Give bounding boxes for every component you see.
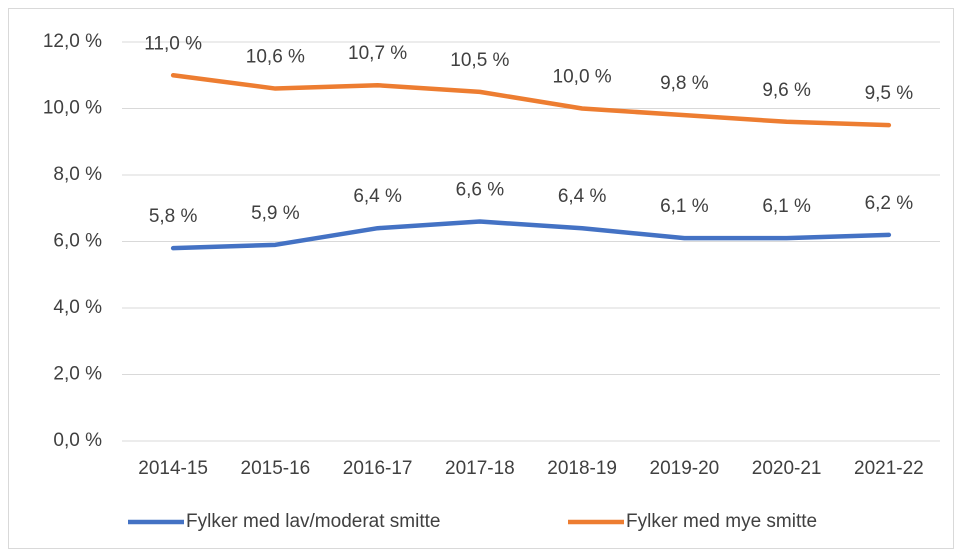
data-label: 9,6 % [762, 80, 811, 101]
series-line [170, 73, 892, 128]
data-label: 6,6 % [456, 180, 505, 201]
legend-label: Fylker med lav/moderat smitte [186, 511, 440, 532]
data-label: 10,0 % [553, 67, 612, 88]
data-label: 5,8 % [149, 206, 198, 227]
x-tick-label: 2015-16 [241, 458, 311, 479]
x-tick-label: 2016-17 [343, 458, 413, 479]
data-label: 10,6 % [246, 47, 305, 68]
y-tick-label: 2,0 % [53, 364, 102, 385]
data-label: 11,0 % [144, 33, 202, 54]
data-label: 6,2 % [865, 193, 914, 214]
y-tick-label: 0,0 % [53, 430, 102, 451]
data-label: 6,4 % [353, 186, 402, 207]
y-tick-label: 12,0 % [43, 31, 102, 52]
data-label: 10,7 % [348, 43, 407, 64]
x-tick-label: 2020-21 [752, 458, 822, 479]
x-tick-label: 2019-20 [650, 458, 720, 479]
data-label: 10,5 % [450, 50, 509, 71]
y-tick-label: 6,0 % [53, 231, 102, 252]
data-label: 5,9 % [251, 203, 300, 224]
y-tick-label: 8,0 % [53, 164, 102, 185]
data-label: 9,5 % [865, 83, 914, 104]
y-tick-label: 10,0 % [43, 98, 102, 119]
data-label: 6,4 % [558, 186, 607, 207]
legend-label: Fylker med mye smitte [626, 511, 817, 532]
data-label: 6,1 % [660, 196, 709, 217]
x-tick-label: 2017-18 [445, 458, 515, 479]
x-tick-label: 2018-19 [547, 458, 617, 479]
x-tick-label: 2014-15 [138, 458, 208, 479]
y-tick-label: 4,0 % [53, 297, 102, 318]
data-label: 9,8 % [660, 73, 709, 94]
series-line [170, 219, 892, 251]
chart-frame [8, 8, 954, 549]
x-tick-label: 2021-22 [854, 458, 924, 479]
data-label: 6,1 % [762, 196, 811, 217]
